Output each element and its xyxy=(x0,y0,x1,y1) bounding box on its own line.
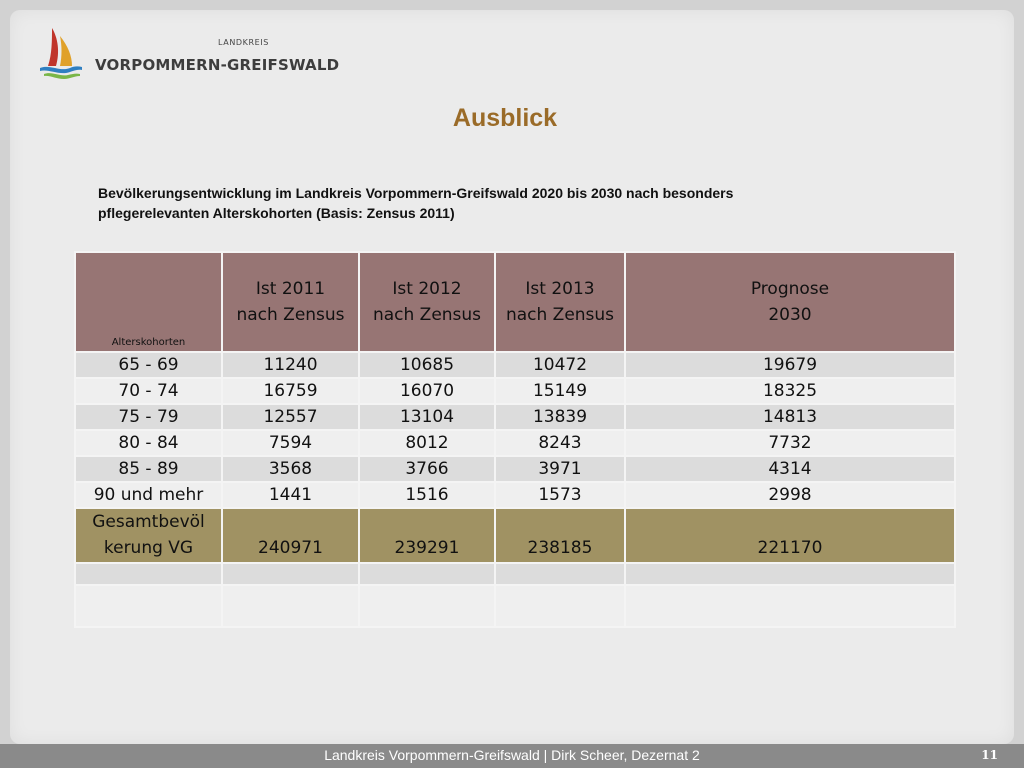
table-empty-row xyxy=(74,584,956,628)
cell-value: 1516 xyxy=(358,481,496,509)
cell-value: 3971 xyxy=(494,455,626,483)
subtitle-line-1: Bevölkerungsentwicklung im Landkreis Vor… xyxy=(98,185,734,201)
table-row: 65 - 69 11240 10685 10472 19679 xyxy=(74,351,956,379)
empty-cell xyxy=(494,584,626,628)
cell-value: 10685 xyxy=(358,351,496,379)
subtitle-line-2: pflegerelevanten Alterskohorten (Basis: … xyxy=(98,205,455,221)
table-header-row: Alterskohorten Ist 2011 nach Zensus Ist 2… xyxy=(74,251,956,353)
cell-value: 4314 xyxy=(624,455,956,483)
cell-value: 11240 xyxy=(221,351,360,379)
cell-cohort: 75 - 79 xyxy=(74,403,223,431)
cell-value: 19679 xyxy=(624,351,956,379)
cell-value: 15149 xyxy=(494,377,626,405)
cell-value: 14813 xyxy=(624,403,956,431)
cell-value: 3766 xyxy=(358,455,496,483)
cell-value: 18325 xyxy=(624,377,956,405)
logo-district-name: VORPOMMERN-GREIFSWALD xyxy=(95,56,340,74)
cell-total-value: 238185 xyxy=(494,507,626,564)
cell-value: 12557 xyxy=(221,403,360,431)
page-number: 11 xyxy=(981,748,998,762)
cell-cohort: 90 und mehr xyxy=(74,481,223,509)
table-row: 80 - 84 7594 8012 8243 7732 xyxy=(74,429,956,457)
empty-cell xyxy=(74,584,223,628)
cell-value: 7594 xyxy=(221,429,360,457)
cell-cohort: 85 - 89 xyxy=(74,455,223,483)
table-empty-row xyxy=(74,562,956,586)
header-ist-2012: Ist 2012 nach Zensus xyxy=(358,251,496,353)
header-ist-2013: Ist 2013 nach Zensus xyxy=(494,251,626,353)
empty-cell xyxy=(624,584,956,628)
cell-value: 8012 xyxy=(358,429,496,457)
slide-subtitle: Bevölkerungsentwicklung im Landkreis Vor… xyxy=(98,183,898,223)
cell-total-label: Gesamtbevöl kerung VG xyxy=(74,507,223,564)
cell-total-value: 239291 xyxy=(358,507,496,564)
sailboat-waves-logo-icon xyxy=(40,28,82,79)
empty-cell xyxy=(221,584,360,628)
footer-text: Landkreis Vorpommern-Greifswald | Dirk S… xyxy=(324,747,700,763)
empty-cell xyxy=(221,562,360,586)
cell-value: 16759 xyxy=(221,377,360,405)
cell-value: 1573 xyxy=(494,481,626,509)
footer-bar: Landkreis Vorpommern-Greifswald | Dirk S… xyxy=(0,744,1024,768)
cell-total-value: 240971 xyxy=(221,507,360,564)
cell-value: 1441 xyxy=(221,481,360,509)
cell-value: 16070 xyxy=(358,377,496,405)
cell-cohort: 65 - 69 xyxy=(74,351,223,379)
empty-cell xyxy=(358,562,496,586)
cell-value: 13104 xyxy=(358,403,496,431)
slide-title: Ausblick xyxy=(452,104,558,132)
district-logo: LANDKREIS VORPOMMERN-GREIFSWALD xyxy=(38,26,339,82)
cell-value: 2998 xyxy=(624,481,956,509)
table-row: 90 und mehr 1441 1516 1573 2998 xyxy=(74,481,956,509)
empty-cell xyxy=(624,562,956,586)
table-total-row: Gesamtbevöl kerung VG 240971 239291 23818… xyxy=(74,507,956,564)
header-prognose-2030: Prognose 2030 xyxy=(624,251,956,353)
cell-value: 3568 xyxy=(221,455,360,483)
header-age-cohorts: Alterskohorten xyxy=(74,251,223,353)
table-row: 70 - 74 16759 16070 15149 18325 xyxy=(74,377,956,405)
cell-value: 7732 xyxy=(624,429,956,457)
empty-cell xyxy=(74,562,223,586)
table-row: 85 - 89 3568 3766 3971 4314 xyxy=(74,455,956,483)
cell-value: 8243 xyxy=(494,429,626,457)
cell-cohort: 80 - 84 xyxy=(74,429,223,457)
header-ist-2011: Ist 2011 nach Zensus xyxy=(221,251,360,353)
empty-cell xyxy=(494,562,626,586)
table-row: 75 - 79 12557 13104 13839 14813 xyxy=(74,403,956,431)
cell-value: 13839 xyxy=(494,403,626,431)
cell-value: 10472 xyxy=(494,351,626,379)
cell-cohort: 70 - 74 xyxy=(74,377,223,405)
cell-total-value: 221170 xyxy=(624,507,956,564)
logo-landkreis-text: LANDKREIS xyxy=(218,38,269,47)
empty-cell xyxy=(358,584,496,628)
population-table: Alterskohorten Ist 2011 nach Zensus Ist 2… xyxy=(74,251,956,628)
